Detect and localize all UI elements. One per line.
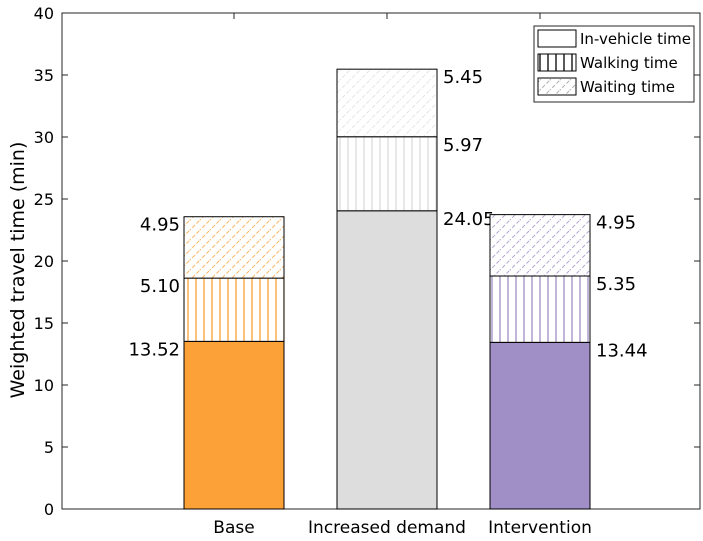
legend: In-vehicle time Walking time Waiting time — [533, 25, 695, 103]
bar-data-label: 13.52 — [128, 339, 180, 360]
bar-segment-vertical-lines — [336, 136, 438, 212]
bar-data-label: 4.95 — [596, 213, 636, 234]
x-tick-label: Increased demand — [308, 518, 466, 538]
bar-segment-diagonal-lines — [183, 216, 285, 279]
legend-entry: In-vehicle time — [580, 30, 691, 48]
bar-data-label: 24.05 — [443, 209, 495, 230]
bar-segment-vertical-lines — [183, 277, 285, 342]
bar-data-label: 5.97 — [443, 135, 483, 156]
x-tick-label: Base — [213, 518, 254, 538]
y-tick-label: 0 — [44, 500, 54, 519]
bar-segment-vertical-lines — [489, 275, 591, 343]
legend-entry: Walking time — [580, 54, 678, 72]
bar-data-label: 5.35 — [596, 274, 636, 295]
legend-swatch — [537, 29, 577, 48]
y-tick-label: 20 — [34, 252, 54, 271]
y-axis-label: Weighted travel time (min) — [7, 142, 29, 399]
x-tick-label: Intervention — [488, 518, 592, 538]
y-tick-label: 15 — [34, 314, 54, 333]
y-tick-label: 10 — [34, 376, 54, 395]
legend-swatch — [537, 77, 577, 96]
legend-entry: Waiting time — [580, 78, 675, 96]
bar-segment-diagonal-lines — [336, 68, 438, 138]
y-tick-label: 30 — [34, 128, 54, 147]
bar-segment-solid — [183, 340, 285, 510]
bar-segment-solid — [489, 341, 591, 510]
bar-segment-diagonal-lines — [489, 214, 591, 277]
y-tick-label: 40 — [34, 4, 54, 23]
plot-area: 0 5 10 15 20 25 30 35 40 Base Increased demand Inte… — [34, 4, 701, 538]
y-tick-label: 25 — [34, 190, 54, 209]
bar-data-label: 5.45 — [443, 67, 483, 88]
bar-segment-solid — [336, 210, 438, 510]
y-tick-label: 5 — [44, 438, 54, 457]
legend-swatch — [537, 53, 577, 72]
bar-data-label: 4.95 — [140, 215, 180, 236]
bar-data-label: 13.44 — [596, 340, 648, 361]
y-tick-label: 35 — [34, 66, 54, 85]
bar-data-label: 5.10 — [140, 276, 180, 297]
